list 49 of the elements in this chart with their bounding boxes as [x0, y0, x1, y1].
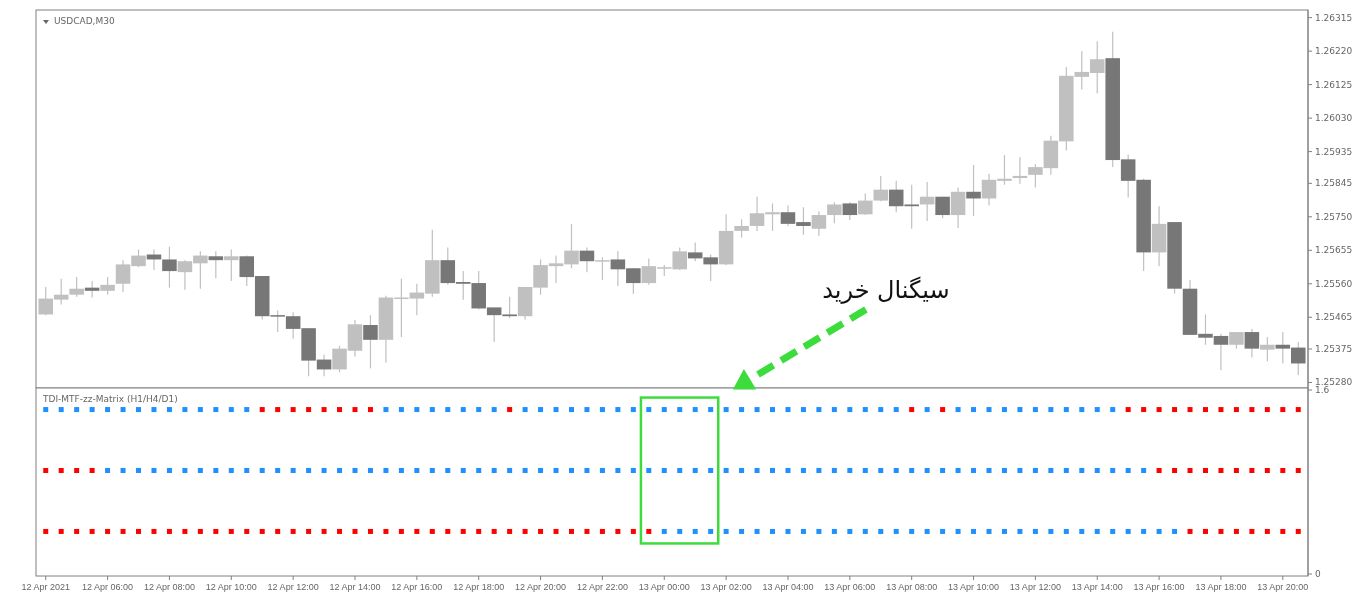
- candlestick: [734, 218, 749, 239]
- y-tick-label: 1.25935: [1315, 146, 1353, 157]
- y-tick-label: 1.25750: [1315, 211, 1353, 222]
- x-tick-label: 12 Apr 08:00: [143, 582, 195, 592]
- x-tick-label: 12 Apr 18:00: [453, 582, 505, 592]
- x-tick-label: 12 Apr 10:00: [205, 582, 257, 592]
- x-tick-label: 13 Apr 20:00: [1257, 582, 1309, 592]
- y-tick-label: 1.26125: [1315, 79, 1353, 90]
- x-tick-label: 12 Apr 06:00: [82, 582, 134, 592]
- y-tick-label: 1.26315: [1315, 12, 1353, 23]
- x-tick-label: 12 Apr 16:00: [391, 582, 443, 592]
- candlestick: [873, 175, 889, 202]
- y-tick-label: 1.25465: [1315, 312, 1353, 323]
- x-tick-label: 13 Apr 08:00: [886, 582, 938, 592]
- candlestick: [1260, 336, 1275, 362]
- y-tick-label: 1.25375: [1315, 343, 1353, 354]
- candlestick: [1012, 156, 1028, 185]
- text: USDCAD,M30: [54, 16, 115, 26]
- x-tick-label: 13 Apr 10:00: [948, 582, 1000, 592]
- x-tick-label: 12 Apr 2021: [21, 582, 71, 592]
- y-tick-label: 1.25560: [1315, 278, 1353, 289]
- candlestick: [69, 276, 84, 298]
- x-tick-label: 13 Apr 14:00: [1071, 582, 1123, 592]
- y-tick-label: 1.25845: [1315, 178, 1353, 189]
- x-tick-label: 13 Apr 04:00: [762, 582, 814, 592]
- candlestick: [950, 186, 966, 229]
- y-tick-label: 1.26030: [1315, 113, 1353, 124]
- candlestick: [224, 248, 239, 282]
- y-tick-label: 1.25280: [1315, 377, 1353, 388]
- candlestick: [595, 256, 610, 281]
- candlestick: [811, 210, 827, 237]
- candlestick: [827, 201, 842, 224]
- x-tick-label: 13 Apr 18:00: [1195, 582, 1247, 592]
- y-tick-label: 1.6: [1315, 385, 1330, 395]
- y-tick-label: 1.25655: [1315, 245, 1353, 256]
- y-tick-label: 0: [1315, 569, 1321, 579]
- x-tick-label: 13 Apr 12:00: [1009, 582, 1061, 592]
- x-tick-label: 12 Apr 14:00: [329, 582, 381, 592]
- x-tick-label: 12 Apr 12:00: [267, 582, 319, 592]
- x-tick-label: 13 Apr 00:00: [638, 582, 690, 592]
- x-tick-label: 13 Apr 16:00: [1133, 582, 1185, 592]
- candlestick: [858, 192, 873, 216]
- annotation: سیگنال خرید: [822, 275, 950, 304]
- chart-title: TDI-MTF-zz-Matrix (H1/H4/D1): [42, 394, 178, 404]
- x-tick-label: 12 Apr 20:00: [515, 582, 567, 592]
- x-tick-label: 12 Apr 22:00: [576, 582, 628, 592]
- y-tick-label: 1.26220: [1315, 46, 1353, 57]
- x-tick-label: 13 Apr 02:00: [700, 582, 752, 592]
- x-tick-label: 13 Apr 06:00: [824, 582, 876, 592]
